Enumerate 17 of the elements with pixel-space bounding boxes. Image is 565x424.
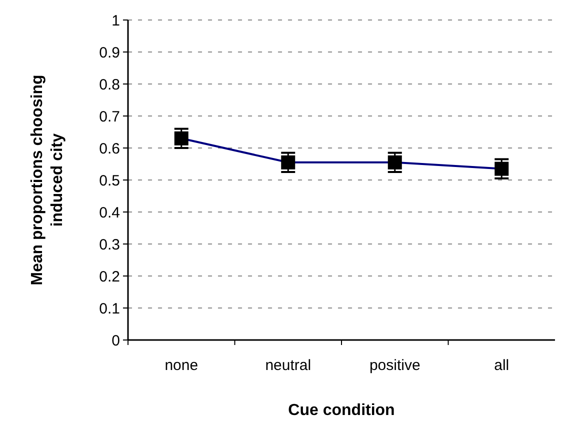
y-tick-label: 0.8 — [99, 76, 120, 94]
y-tick-label: 0.4 — [99, 204, 120, 222]
y-tick-label: 0 — [112, 332, 120, 350]
x-tick-label: neutral — [265, 357, 312, 374]
x-tick-label: positive — [369, 357, 420, 374]
x-tick-label: all — [494, 357, 510, 374]
y-tick-label: 0.7 — [99, 108, 120, 126]
y-tick-label: 0.5 — [99, 172, 120, 190]
y-axis-title: Mean proportions choosing induced city — [29, 74, 66, 286]
y-tick-label: 0.9 — [99, 44, 120, 62]
y-tick-label: 0.1 — [99, 300, 120, 318]
y-tick-label: 0.6 — [99, 140, 120, 158]
y-tick-label: 1 — [112, 12, 120, 30]
y-tick-label: 0.3 — [99, 236, 120, 254]
x-tick-label: none — [164, 357, 198, 374]
y-tick-label: 0.2 — [99, 268, 120, 286]
x-axis-title: Cue condition — [288, 402, 395, 419]
